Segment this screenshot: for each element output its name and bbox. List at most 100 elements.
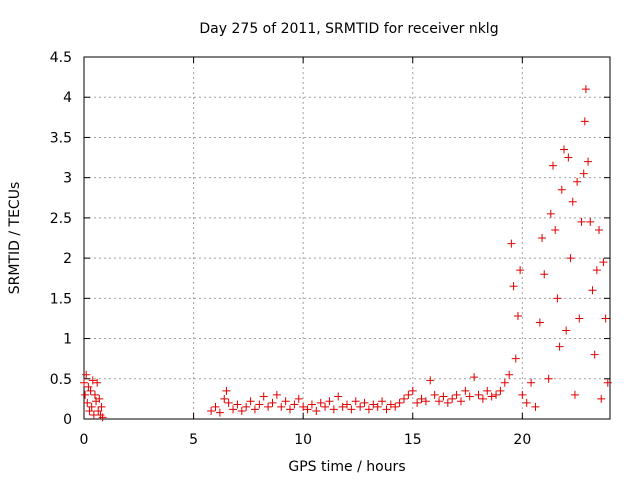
data-point	[386, 400, 395, 409]
data-point	[546, 209, 555, 218]
data-point	[603, 378, 612, 387]
data-point	[540, 270, 549, 279]
data-point	[443, 398, 452, 407]
data-point	[478, 394, 487, 403]
data-point	[307, 400, 316, 409]
data-point	[549, 161, 558, 170]
data-point	[568, 197, 577, 206]
data-point	[513, 312, 522, 321]
data-point	[207, 406, 216, 415]
data-point	[531, 402, 540, 411]
y-tick-label: 4	[63, 90, 72, 106]
data-point	[580, 117, 589, 126]
x-tick-label: 5	[189, 432, 198, 448]
data-point	[562, 326, 571, 335]
x-tick-label: 15	[404, 432, 422, 448]
data-point	[518, 390, 527, 399]
data-point	[483, 386, 492, 395]
data-point	[299, 402, 308, 411]
y-tick-label: 2	[63, 251, 72, 267]
data-point	[329, 405, 338, 414]
axes	[83, 56, 611, 420]
data-point	[566, 254, 575, 263]
data-point	[413, 398, 422, 407]
data-points	[80, 85, 612, 422]
data-point	[97, 402, 106, 411]
data-point	[492, 390, 501, 399]
data-point	[277, 402, 286, 411]
data-point	[417, 394, 426, 403]
chart-title: Day 275 of 2011, SRMTID for receiver nkl…	[199, 21, 498, 37]
data-point	[281, 397, 290, 406]
data-point	[98, 413, 107, 422]
data-point	[595, 225, 604, 234]
data-point	[264, 402, 273, 411]
data-point	[404, 390, 413, 399]
data-point	[465, 392, 474, 401]
data-point	[395, 398, 404, 407]
data-point	[83, 398, 92, 407]
y-tick-label: 1.5	[50, 291, 72, 307]
y-axis-label: SRMTID / TECUs	[7, 182, 23, 295]
data-point	[399, 394, 408, 403]
data-point	[351, 397, 360, 406]
data-point	[259, 392, 268, 401]
data-point	[360, 398, 369, 407]
data-point	[579, 169, 588, 178]
data-point	[522, 398, 531, 407]
data-point	[535, 318, 544, 327]
data-point	[584, 157, 593, 166]
data-point	[84, 382, 93, 391]
data-point	[356, 402, 365, 411]
data-point	[426, 376, 435, 385]
data-point	[586, 217, 595, 226]
y-tick-label: 0	[63, 412, 72, 428]
data-point	[430, 390, 439, 399]
data-point	[382, 405, 391, 414]
plot-frame	[83, 56, 611, 420]
data-point	[229, 405, 238, 414]
x-tick-label: 20	[513, 432, 531, 448]
data-point	[590, 350, 599, 359]
data-point	[474, 390, 483, 399]
data-point	[81, 390, 90, 399]
data-point	[452, 390, 461, 399]
data-point	[573, 177, 582, 186]
y-tick-label: 3	[63, 171, 72, 187]
data-point	[564, 153, 573, 162]
data-point	[421, 397, 430, 406]
data-point	[511, 354, 520, 363]
data-point	[599, 258, 608, 267]
data-point	[505, 370, 514, 379]
data-point	[500, 378, 509, 387]
data-point	[316, 398, 325, 407]
data-point	[456, 397, 465, 406]
data-point	[87, 402, 96, 411]
data-point	[588, 286, 597, 295]
y-tick-label: 1	[63, 332, 72, 348]
data-point	[80, 378, 88, 387]
data-point	[255, 400, 264, 409]
data-point	[373, 402, 382, 411]
grid-lines	[84, 57, 610, 419]
data-point	[321, 402, 330, 411]
data-point	[553, 294, 562, 303]
data-point	[233, 400, 242, 409]
data-point	[93, 378, 102, 387]
data-point	[435, 397, 444, 406]
data-point	[268, 398, 277, 407]
data-point	[369, 400, 378, 409]
data-point	[250, 405, 259, 414]
labels: 0 5 10 15 20 0 0.5 1 1.5 2 2.5 3 3.5 4 4.5 Day 275 of 2…	[7, 21, 531, 475]
data-point	[448, 394, 457, 403]
y-tick-label: 0.5	[50, 372, 72, 388]
data-point	[290, 400, 299, 409]
data-point	[439, 392, 448, 401]
data-point	[601, 314, 610, 323]
data-point	[347, 405, 356, 414]
data-point	[211, 402, 220, 411]
data-point	[570, 390, 579, 399]
data-point	[575, 314, 584, 323]
data-point	[378, 397, 387, 406]
